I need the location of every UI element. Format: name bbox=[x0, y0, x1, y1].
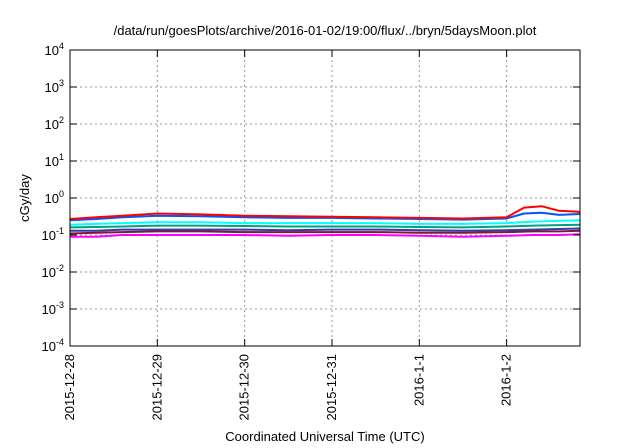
y-axis-label: cGy/day bbox=[17, 174, 32, 222]
series-line-4 bbox=[69, 223, 581, 229]
series-lines bbox=[69, 205, 581, 238]
series-line-2 bbox=[69, 229, 581, 235]
x-tick-label: 2015-12-30 bbox=[237, 354, 252, 421]
axis-ticks: 10-410-310-210-11001011021031042015-12-2… bbox=[42, 41, 580, 421]
x-tick-label: 2015-12-29 bbox=[149, 354, 164, 421]
series-line-6 bbox=[69, 211, 581, 222]
x-tick-label: 2015-12-31 bbox=[324, 354, 339, 421]
x-axis-label: Coordinated Universal Time (UTC) bbox=[225, 429, 424, 444]
series-line-5 bbox=[69, 219, 581, 226]
x-tick-label: 2015-12-28 bbox=[62, 354, 77, 421]
series-line-7 bbox=[69, 205, 581, 220]
series-line-1 bbox=[70, 233, 581, 238]
chart-title: /data/run/goesPlots/archive/2016-01-02/1… bbox=[114, 23, 537, 38]
series-line-3 bbox=[70, 227, 581, 232]
x-tick-label: 2016-1-1 bbox=[411, 354, 426, 406]
x-tick-label: 2016-1-2 bbox=[499, 354, 514, 406]
